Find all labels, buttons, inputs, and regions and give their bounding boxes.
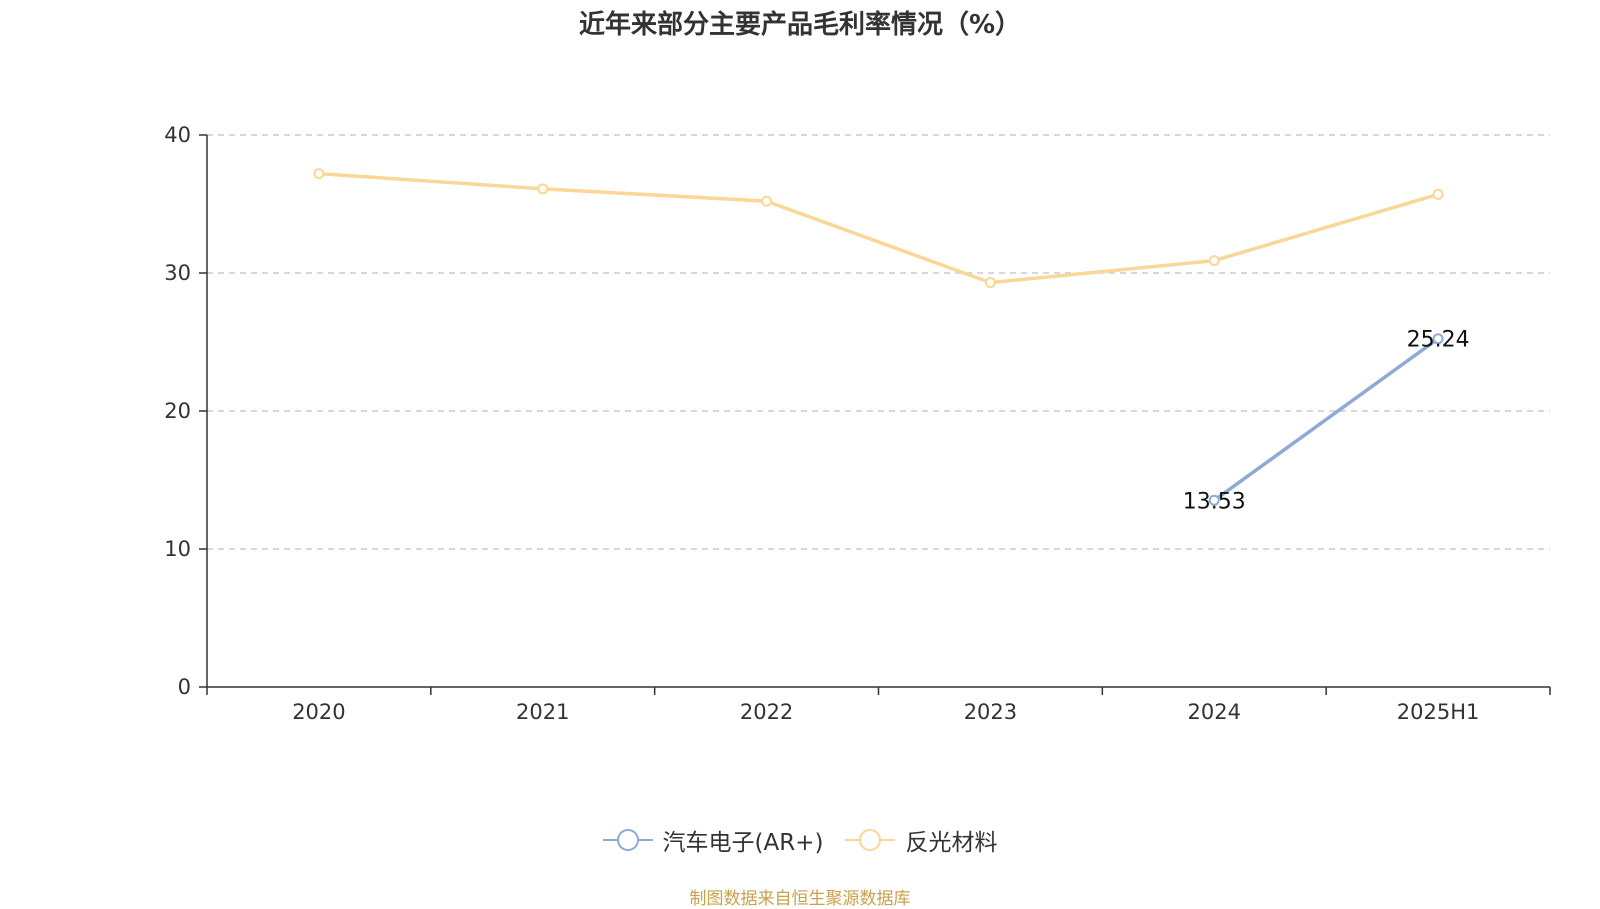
x-tick-label: 2020 — [292, 700, 345, 724]
y-tick-label: 10 — [164, 537, 191, 561]
source-note: 制图数据来自恒生聚源数据库 — [689, 889, 911, 909]
data-point — [1208, 494, 1220, 506]
chart-title: 近年来部分主要产品毛利率情况（%） — [578, 10, 1022, 40]
data-label: 13.53 — [1183, 489, 1246, 514]
legend: 汽车电子(AR+) 反光材料 — [0, 820, 1600, 860]
x-tick-label: 2024 — [1188, 700, 1241, 724]
y-tick-label: 20 — [164, 399, 191, 423]
x-tick-label: 2022 — [740, 700, 793, 724]
x-tick-label: 2025H1 — [1397, 700, 1480, 724]
data-point — [313, 168, 325, 180]
y-tick-label: 40 — [164, 123, 191, 147]
y-tick-label: 30 — [164, 261, 191, 285]
grid-lines — [207, 134, 1550, 550]
legend-symbol-icon — [845, 825, 896, 855]
data-label: 25.24 — [1407, 328, 1470, 353]
series-layer — [313, 168, 1444, 506]
data-point — [1432, 333, 1444, 345]
x-tick-label: 2021 — [516, 700, 569, 724]
series-line-0 — [1213, 337, 1440, 502]
legend-label: 汽车电子(AR+) — [662, 830, 824, 856]
data-labels: 13.53 25.24 — [1183, 328, 1470, 515]
x-tick-label: 2023 — [964, 700, 1017, 724]
axes: 0 10 20 30 40 2020 2021 2022 2023 2024 2025H1 — [164, 123, 1551, 724]
series-line-1 — [318, 171, 1439, 285]
y-tick-label: 0 — [178, 675, 191, 699]
legend-symbol-icon — [602, 825, 653, 855]
data-point — [1208, 255, 1220, 267]
legend-item-1[interactable]: 反光材料 — [845, 823, 997, 857]
legend-item-0[interactable]: 汽车电子(AR+) — [602, 823, 824, 857]
data-point — [537, 183, 549, 195]
legend-label: 反光材料 — [905, 830, 998, 856]
data-point — [761, 195, 773, 207]
data-point — [1432, 188, 1444, 200]
data-point — [984, 277, 996, 289]
